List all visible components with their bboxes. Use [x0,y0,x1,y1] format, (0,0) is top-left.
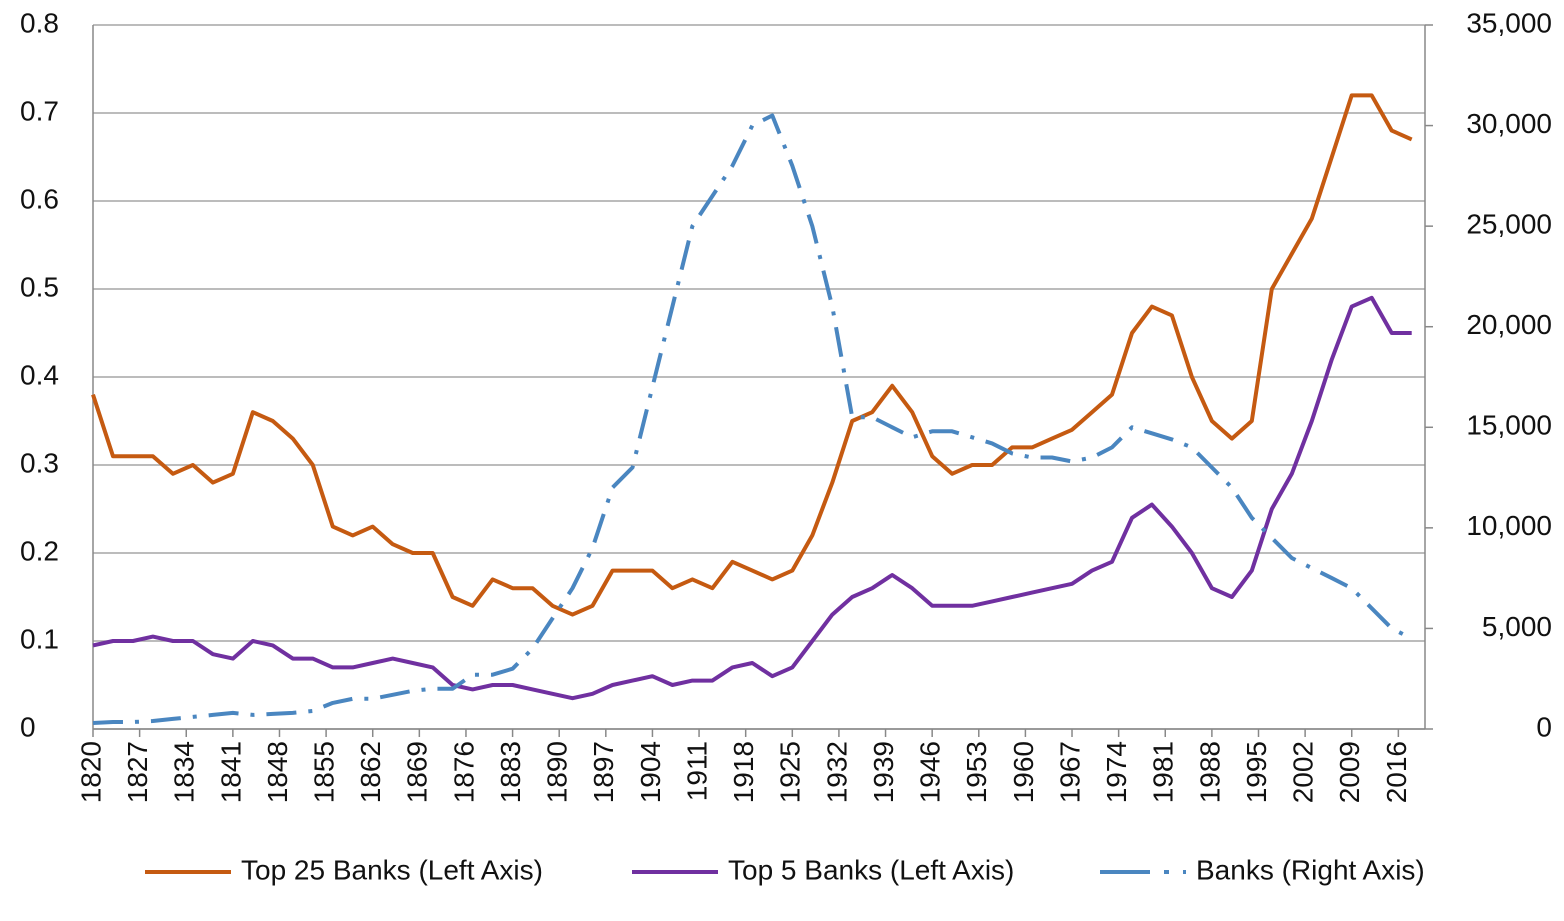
x-tick-label: 1890 [542,741,573,803]
x-tick-label: 1883 [495,741,526,803]
x-tick-label: 1925 [775,741,806,803]
y-tick-label: 0.6 [20,183,59,214]
x-tick-label: 2002 [1288,741,1319,803]
x-tick-label: 1960 [1008,741,1039,803]
x-tick-label: 1897 [588,741,619,803]
x-tick-label: 1911 [681,741,712,801]
x-tick-label: 1974 [1101,741,1132,803]
x-tick-label: 1904 [635,741,666,803]
y2-tick-label: 5,000 [1482,611,1552,642]
series-line [92,113,1413,725]
x-tick-label: 1827 [122,741,153,803]
x-tick-label: 1932 [821,741,852,803]
y-tick-label: 0.5 [20,271,59,302]
x-tick-label: 1981 [1148,741,1179,803]
y2-tick-label: 25,000 [1466,209,1552,240]
y-tick-label: 0 [20,711,36,742]
x-tick-label: 1946 [915,741,946,803]
y-tick-label: 0.4 [20,359,59,390]
y-tick-label: 0.2 [20,535,59,566]
x-tick-label: 1862 [355,741,386,803]
legend-label: Top 5 Banks (Left Axis) [728,854,1014,885]
x-tick-label: 1820 [75,741,106,803]
x-tick-label: 1953 [961,741,992,803]
x-tick-label: 2009 [1334,741,1365,803]
y2-tick-label: 35,000 [1466,7,1552,38]
y-tick-label: 0.7 [20,95,59,126]
series-line [91,93,1413,617]
x-tick-label: 1855 [308,741,339,803]
x-tick-label: 1841 [215,741,246,803]
x-tick-label: 2016 [1381,741,1412,803]
x-tick-label: 1869 [402,741,433,803]
x-tick-label: 1876 [448,741,479,803]
y2-tick-label: 0 [1536,711,1552,742]
y-tick-label: 0.8 [20,7,59,38]
x-tick-label: 1848 [262,741,293,803]
x-tick-label: 1939 [868,741,899,803]
x-tick-label: 1995 [1241,741,1272,803]
y2-tick-label: 15,000 [1466,410,1552,441]
y-tick-label: 0.1 [20,623,59,654]
series-line [92,295,1412,701]
x-tick-label: 1967 [1054,741,1085,803]
legend-label: Banks (Right Axis) [1196,854,1425,885]
y2-tick-label: 30,000 [1466,108,1552,139]
y2-tick-label: 20,000 [1466,309,1552,340]
x-tick-label: 1988 [1194,741,1225,803]
x-tick-label: 1834 [169,741,200,803]
x-tick-label: 1918 [728,741,759,803]
y2-tick-label: 10,000 [1466,510,1552,541]
y-tick-label: 0.3 [20,447,59,478]
legend-label: Top 25 Banks (Left Axis) [241,854,543,885]
